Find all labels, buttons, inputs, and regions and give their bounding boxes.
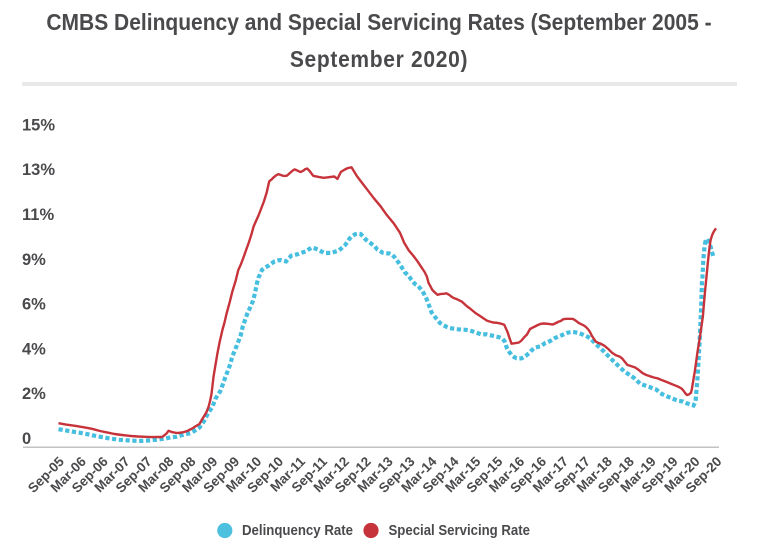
svg-text:13%: 13%	[22, 161, 55, 179]
svg-text:11%: 11%	[22, 206, 54, 224]
svg-text:Delinquency Rate: Delinquency Rate	[242, 522, 353, 539]
svg-text:4%: 4%	[22, 340, 46, 358]
svg-text:15%: 15%	[22, 116, 55, 134]
svg-text:Special Servicing Rate: Special Servicing Rate	[389, 522, 531, 539]
svg-text:0: 0	[22, 430, 31, 448]
svg-text:6%: 6%	[22, 296, 46, 314]
svg-text:2%: 2%	[22, 385, 46, 403]
svg-text:9%: 9%	[22, 251, 46, 269]
